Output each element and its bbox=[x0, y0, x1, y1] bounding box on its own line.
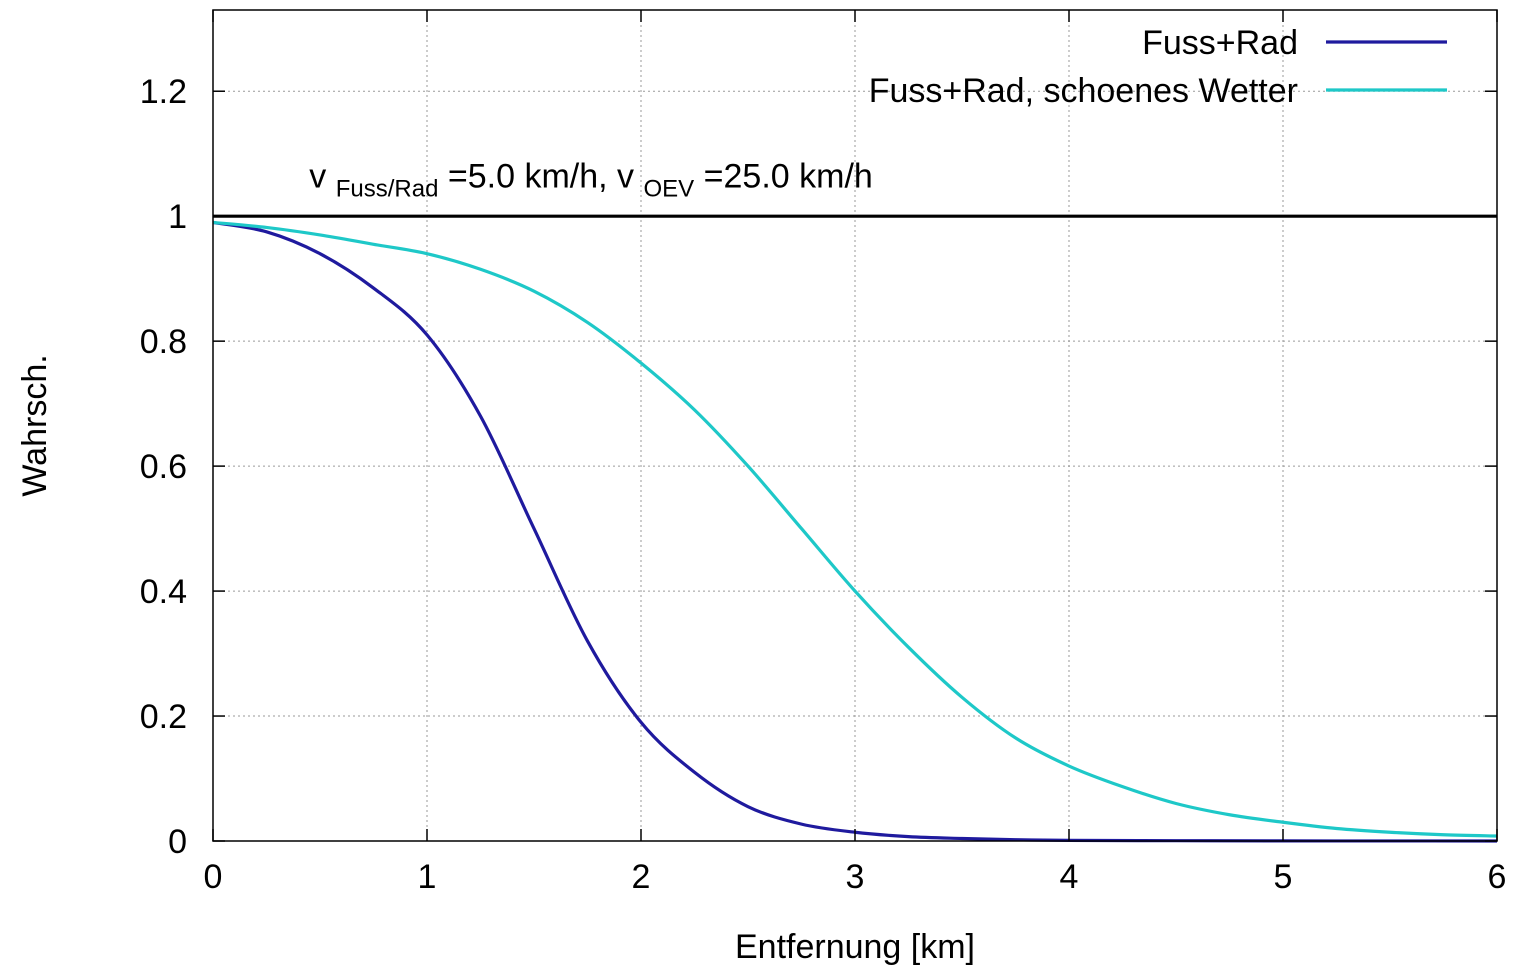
annotation-mid: =5.0 km/h, v bbox=[448, 158, 634, 196]
y-tick-label: 0.8 bbox=[140, 323, 187, 361]
series-line-fuss-rad-schoenes-wetter bbox=[212, 220, 1498, 838]
y-tick-labels: 0 0.2 0.4 0.6 0.8 1 1.2 bbox=[140, 73, 187, 861]
grid-lines bbox=[213, 10, 1497, 841]
speed-annotation: v Fuss/Rad =5.0 km/h, v OEV =25.0 km/h bbox=[309, 158, 873, 205]
x-tick-labels: 0 1 2 3 4 5 6 bbox=[204, 858, 1507, 896]
legend-label-fuss-rad: Fuss+Rad bbox=[1142, 24, 1298, 62]
x-tick-label: 0 bbox=[204, 858, 223, 896]
annotation-tail: =25.0 km/h bbox=[704, 158, 873, 196]
y-tick-label: 0.4 bbox=[140, 573, 187, 611]
y-tick-label: 0.2 bbox=[140, 698, 187, 736]
x-tick-label: 5 bbox=[1274, 858, 1293, 896]
y-tick-label: 0 bbox=[168, 823, 187, 861]
legend: Fuss+Rad Fuss+Rad, schoenes Wetter bbox=[869, 24, 1447, 110]
y-tick-label: 1.2 bbox=[140, 73, 187, 111]
legend-label-fuss-rad-schoenes-wetter: Fuss+Rad, schoenes Wetter bbox=[869, 72, 1298, 110]
x-tick-label: 1 bbox=[418, 858, 437, 896]
y-tick-label: 0.6 bbox=[140, 448, 187, 486]
axis-ticks bbox=[212, 10, 1498, 842]
annotation-subscript-oev: OEV bbox=[644, 176, 695, 203]
annotation-subscript-fuss-rad: Fuss/Rad bbox=[336, 176, 439, 203]
x-tick-label: 2 bbox=[632, 858, 651, 896]
x-axis-label: Entfernung [km] bbox=[735, 928, 975, 966]
y-tick-label: 1 bbox=[168, 198, 187, 236]
x-tick-label: 3 bbox=[846, 858, 865, 896]
x-tick-label: 6 bbox=[1488, 858, 1507, 896]
annotation-v1: v bbox=[309, 158, 326, 196]
y-axis-label: Wahrsch. bbox=[16, 354, 54, 496]
x-tick-label: 4 bbox=[1060, 858, 1079, 896]
